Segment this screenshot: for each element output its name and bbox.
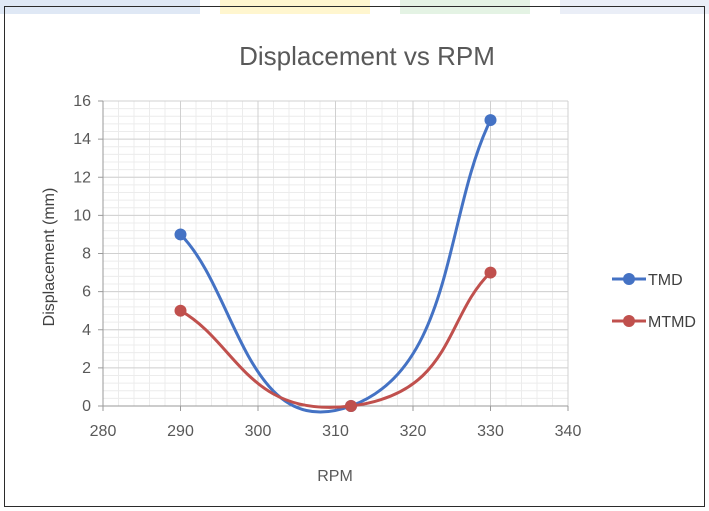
data-point-tmd <box>174 228 187 241</box>
legend-label: MTMD <box>648 314 696 331</box>
y-tick-label: 2 <box>82 360 91 377</box>
legend-marker <box>623 315 635 327</box>
watermark-strip <box>0 0 709 14</box>
legend[interactable]: TMD MTMD <box>612 272 696 331</box>
x-tick-label: 320 <box>400 423 427 440</box>
legend-item-mtmd[interactable]: MTMD <box>612 314 696 331</box>
y-tick-label: 12 <box>73 169 91 186</box>
y-tick-label: 6 <box>82 284 91 301</box>
series <box>174 114 497 414</box>
y-tick-label: 10 <box>73 207 91 224</box>
y-axis-label: Displacement (mm) <box>41 188 58 327</box>
axes: 280 290 300 310 320 330 340 0 2 4 6 8 10 12 14 16 <box>73 93 581 440</box>
line-chart: 280 290 300 310 320 330 340 0 2 4 6 8 10 12 14 16 TMD MT… <box>41 41 696 485</box>
y-tick-label: 4 <box>82 322 91 339</box>
x-tick-label: 330 <box>477 423 504 440</box>
grid <box>102 100 569 407</box>
chart-title: Displacement vs RPM <box>239 41 495 71</box>
y-tick-label: 0 <box>82 398 91 415</box>
data-point-mtmd <box>484 266 497 279</box>
x-tick-label: 310 <box>322 423 349 440</box>
y-tick-label: 14 <box>73 131 91 148</box>
x-tick-label: 290 <box>167 423 194 440</box>
y-tick-label: 16 <box>73 93 91 110</box>
legend-label: TMD <box>648 272 683 289</box>
watermark-graphic <box>0 0 709 14</box>
x-tick-label: 300 <box>245 423 272 440</box>
data-point-mtmd <box>345 400 357 412</box>
legend-item-tmd[interactable]: TMD <box>612 272 683 289</box>
chart-frame: 280 290 300 310 320 330 340 0 2 4 6 8 10 12 14 16 TMD MT… <box>4 6 705 507</box>
x-tick-label: 280 <box>90 423 117 440</box>
x-tick-label: 340 <box>555 423 582 440</box>
data-point-mtmd <box>174 304 187 317</box>
x-axis-label: RPM <box>317 468 353 485</box>
data-point-tmd <box>484 114 497 127</box>
legend-marker <box>623 273 635 285</box>
y-tick-label: 8 <box>82 246 91 263</box>
